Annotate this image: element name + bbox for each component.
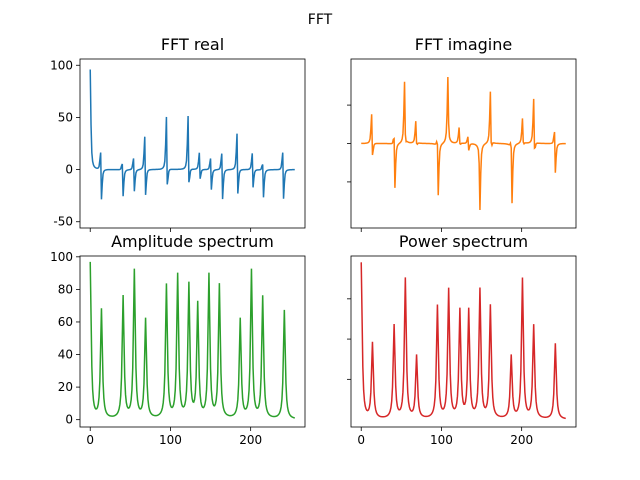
y-tick-label: -50 [53, 215, 73, 229]
y-tick-label: 40 [58, 348, 73, 362]
subplot-title: Power spectrum [399, 232, 528, 251]
y-tick-label: 20 [58, 380, 73, 394]
y-tick-label: 100 [50, 250, 73, 264]
x-tick-label: 0 [357, 433, 365, 447]
x-tick-label: 200 [239, 433, 262, 447]
subplot-2: Amplitude spectrum 0 100 200 0 20 40 60 80 100 [50, 232, 306, 447]
y-tick-label: 0 [65, 413, 73, 427]
series-line [361, 76, 566, 211]
series-line [89, 69, 295, 200]
series-line [89, 261, 295, 419]
subplot-title: FFT imagine [415, 35, 512, 54]
axes-frame [79, 58, 306, 229]
subplot-3: Power spectrum 0 100 200 [347, 232, 577, 447]
subplot-title: FFT real [161, 35, 224, 54]
y-tick-label: 60 [58, 315, 73, 329]
figure-suptitle: FFT [308, 12, 333, 28]
y-tick-label: 100 [50, 58, 73, 72]
x-tick-label: 200 [510, 433, 533, 447]
x-tick-label: 100 [159, 433, 182, 447]
x-tick-label: 0 [86, 433, 94, 447]
y-tick-label: 0 [65, 163, 73, 177]
series-line [360, 262, 566, 420]
y-tick-label: 50 [58, 110, 73, 124]
subplot-1: FFT imagine [347, 35, 577, 232]
y-tick-label: 80 [58, 282, 73, 296]
subplot-0: FFT real -50 0 50 100 [50, 35, 306, 232]
axes-layer: FFT real -50 0 50 100 FFT imagine Amplitude sp… [50, 35, 577, 447]
axes-frame [350, 255, 577, 428]
axes-frame [79, 255, 306, 428]
x-tick-label: 100 [430, 433, 453, 447]
subplot-title: Amplitude spectrum [111, 232, 274, 251]
